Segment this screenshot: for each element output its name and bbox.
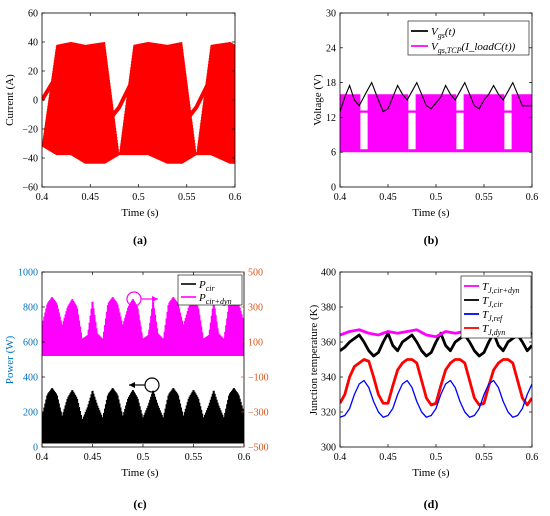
x-tick-label: 0.4: [334, 452, 347, 463]
legend-label: Pcir+dyn: [198, 292, 232, 306]
legend-label: TJ,dyn: [482, 323, 505, 337]
x-axis-label: Time (s): [121, 207, 159, 219]
y-tick-label-right: 500: [248, 268, 263, 279]
y-tick-label: 400: [23, 373, 38, 384]
y-tick-label: 24: [326, 43, 336, 54]
y-axis-label: Voltage (V): [312, 74, 324, 126]
series-vgs-tcp: [340, 110, 532, 119]
y-tick-label-right: −500: [248, 443, 269, 454]
y-tick-label: 12: [326, 113, 336, 124]
x-axis-label: Time (s): [412, 467, 450, 479]
y-tick-label: 30: [326, 9, 336, 20]
x-tick-label: 0.45: [84, 452, 102, 463]
series-current-average: [42, 64, 235, 136]
y-tick-label-right: −300: [248, 408, 269, 419]
legend-label: Vgs,TCP(I_loadC(t)): [431, 41, 516, 55]
panel-a: (a) Time (s) Current (A) 0.4 0.45 0.5 0.55 0.6 −…: [4, 9, 241, 248]
legend-box: [177, 274, 243, 306]
x-tick-label: 0.6: [526, 192, 539, 203]
series-vgs-tcp-switching: [340, 94, 532, 153]
plot-area: [42, 297, 244, 444]
x-tick-label: 0.45: [379, 452, 397, 463]
series-tj-cir: [340, 331, 532, 358]
y-tick-label: 600: [23, 338, 38, 349]
legend: Vgs(t)Vgs,TCP(I_loadC(t)): [407, 20, 530, 56]
y-tick-label: 320: [321, 408, 336, 419]
y-tick-label: 0: [33, 443, 38, 454]
legend-box: [407, 20, 530, 56]
x-tick-label: 0.6: [229, 192, 242, 203]
panel-c: (c) Time (s) Power (W) 0.4 0.45 0.5 0.55 0.6 0 20…: [4, 268, 269, 512]
x-tick-label: 0.5: [132, 192, 145, 203]
x-tick-label: 0.6: [238, 452, 251, 463]
y-tick-label: 20: [28, 67, 38, 78]
panel-caption: (b): [424, 233, 439, 247]
x-tick-label: 0.55: [178, 192, 196, 203]
y-tick-label-right: 300: [248, 303, 263, 314]
legend-label: TJ,cir+dyn: [482, 281, 520, 295]
x-tick-label: 0.4: [334, 192, 347, 203]
arrow-head: [152, 296, 158, 302]
y-tick-label: 18: [326, 78, 336, 89]
y-tick-label: 40: [28, 38, 38, 49]
legend-label: Pcir: [198, 279, 216, 293]
x-tick-label: 0.45: [379, 192, 397, 203]
axis-indicator-circle: [144, 377, 160, 393]
plot-area: [340, 81, 532, 153]
x-axis-label: Time (s): [412, 207, 450, 219]
y-tick-label: 200: [23, 408, 38, 419]
y-tick-label: −20: [22, 125, 38, 136]
legend-label: TJ,cir: [482, 295, 503, 309]
x-axis-label: Time (s): [121, 467, 159, 479]
x-tick-label: 0.5: [137, 452, 150, 463]
series-vgs: [340, 81, 532, 113]
x-tick-label: 0.4: [36, 452, 49, 463]
y-tick-label: 800: [23, 303, 38, 314]
y-tick-label: 340: [321, 373, 336, 384]
y-tick-label: 0: [33, 96, 38, 107]
x-tick-label: 0.4: [36, 192, 49, 203]
x-tick-label: 0.5: [430, 452, 443, 463]
series-current-switching: [42, 42, 235, 164]
panel-caption: (d): [424, 497, 439, 511]
panel-d: (d) Time (s) Junction temperature (K) 0.4 0.…: [308, 268, 538, 512]
series-fill: [42, 391, 244, 444]
plot-area: [340, 328, 532, 418]
panel-caption: (a): [133, 233, 147, 247]
y-axis-label: Junction temperature (K): [308, 304, 320, 415]
x-tick-label: 0.55: [475, 192, 493, 203]
panel-caption: (c): [133, 497, 146, 511]
series-tj-dyn: [340, 358, 532, 407]
y-tick-label: −60: [22, 183, 38, 194]
x-tick-label: 0.5: [430, 192, 443, 203]
y-axis-label: Current (A): [4, 74, 16, 126]
y-tick-label: −40: [22, 154, 38, 165]
plot-area: [42, 42, 235, 164]
y-tick-label: 1000: [18, 268, 38, 279]
x-tick-label: 0.6: [526, 452, 539, 463]
y-tick-label-right: 100: [248, 338, 263, 349]
x-tick-label: 0.55: [185, 452, 203, 463]
y-tick-label: 400: [321, 268, 336, 279]
y-tick-label: 6: [331, 148, 336, 159]
x-tick-label: 0.45: [82, 192, 100, 203]
y-tick-label-right: −100: [248, 373, 269, 384]
y-tick-label: 360: [321, 338, 336, 349]
y-tick-label: 0: [331, 183, 336, 194]
y-tick-label: 60: [28, 9, 38, 20]
series-tj-ref: [340, 379, 532, 418]
legend-label: TJ,ref: [482, 309, 504, 323]
x-tick-label: 0.55: [475, 452, 493, 463]
y-tick-label: 380: [321, 303, 336, 314]
y-tick-label: 300: [321, 443, 336, 454]
panel-b: (b) Time (s) Voltage (V) 0.4 0.45 0.5 0.55 0.6 0…: [312, 9, 538, 248]
legend-label: Vgs(t): [431, 26, 456, 40]
arrow-head: [129, 382, 135, 388]
series-fill: [42, 300, 244, 356]
y-axis-label: Power (W): [4, 335, 16, 384]
